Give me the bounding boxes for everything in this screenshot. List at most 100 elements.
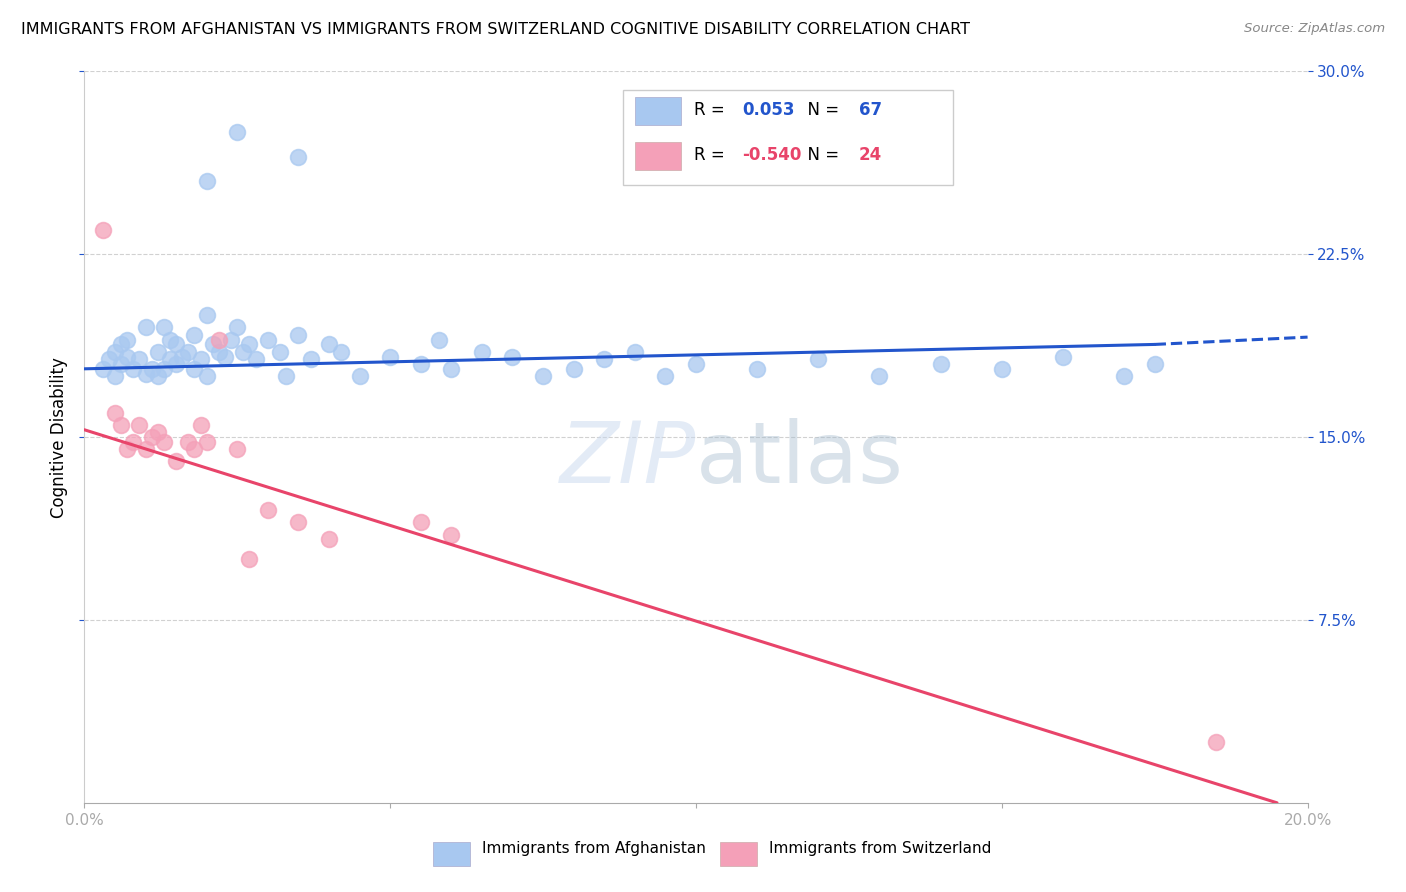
FancyBboxPatch shape bbox=[623, 90, 953, 185]
Point bbox=[440, 527, 463, 541]
Point bbox=[991, 361, 1014, 376]
Text: R =: R = bbox=[693, 146, 730, 164]
Point bbox=[685, 357, 707, 371]
Point bbox=[190, 417, 212, 432]
Point bbox=[208, 333, 231, 347]
Point bbox=[276, 369, 298, 384]
Point bbox=[110, 417, 132, 432]
Point bbox=[201, 337, 224, 351]
Point bbox=[110, 357, 132, 371]
FancyBboxPatch shape bbox=[720, 842, 758, 866]
Point bbox=[747, 361, 769, 376]
Point bbox=[318, 337, 340, 351]
Point bbox=[146, 369, 169, 384]
Point bbox=[159, 333, 181, 347]
Point bbox=[135, 442, 157, 457]
Point bbox=[349, 369, 371, 384]
Point bbox=[115, 350, 138, 364]
Point bbox=[177, 434, 200, 449]
Point bbox=[245, 352, 267, 367]
Point bbox=[165, 357, 187, 371]
Text: Immigrants from Afghanistan: Immigrants from Afghanistan bbox=[482, 841, 706, 856]
Point bbox=[91, 223, 114, 237]
Point bbox=[471, 344, 494, 359]
Point bbox=[128, 352, 150, 367]
Point bbox=[330, 344, 353, 359]
Point bbox=[1205, 735, 1227, 749]
Point bbox=[929, 357, 952, 371]
Point bbox=[97, 352, 120, 367]
Point bbox=[562, 361, 585, 376]
Point bbox=[165, 337, 187, 351]
Point bbox=[159, 352, 181, 367]
Point bbox=[153, 320, 176, 334]
Point bbox=[531, 369, 554, 384]
Point bbox=[440, 361, 463, 376]
Point bbox=[115, 333, 138, 347]
Point bbox=[91, 361, 114, 376]
Text: 67: 67 bbox=[859, 101, 882, 120]
FancyBboxPatch shape bbox=[433, 842, 470, 866]
Point bbox=[226, 442, 249, 457]
Point bbox=[299, 352, 322, 367]
Point bbox=[257, 503, 280, 517]
Point bbox=[807, 352, 830, 367]
Point bbox=[1114, 369, 1136, 384]
Point bbox=[122, 434, 145, 449]
Point bbox=[214, 350, 236, 364]
FancyBboxPatch shape bbox=[636, 97, 682, 125]
Text: 24: 24 bbox=[859, 146, 882, 164]
Point bbox=[287, 150, 309, 164]
Point bbox=[226, 320, 249, 334]
Point bbox=[195, 369, 218, 384]
Point bbox=[135, 320, 157, 334]
Point bbox=[172, 350, 194, 364]
Point bbox=[624, 344, 647, 359]
Point bbox=[232, 344, 254, 359]
Point bbox=[153, 434, 176, 449]
Point bbox=[409, 516, 432, 530]
Text: N =: N = bbox=[797, 101, 845, 120]
Text: Immigrants from Switzerland: Immigrants from Switzerland bbox=[769, 841, 991, 856]
Point bbox=[226, 125, 249, 139]
Point bbox=[409, 357, 432, 371]
Point bbox=[110, 337, 132, 351]
Point bbox=[135, 367, 157, 381]
Point bbox=[869, 369, 891, 384]
Point bbox=[1052, 350, 1074, 364]
Point bbox=[183, 442, 205, 457]
Text: N =: N = bbox=[797, 146, 845, 164]
Point bbox=[502, 350, 524, 364]
Point bbox=[165, 454, 187, 468]
Point bbox=[654, 369, 676, 384]
Point bbox=[195, 308, 218, 322]
Point bbox=[593, 352, 616, 367]
Text: Source: ZipAtlas.com: Source: ZipAtlas.com bbox=[1244, 22, 1385, 36]
Point bbox=[153, 361, 176, 376]
Point bbox=[380, 350, 402, 364]
Point bbox=[128, 417, 150, 432]
Point bbox=[104, 406, 127, 420]
Point bbox=[287, 327, 309, 342]
FancyBboxPatch shape bbox=[636, 143, 682, 170]
Text: -0.540: -0.540 bbox=[742, 146, 801, 164]
Point bbox=[104, 369, 127, 384]
Point bbox=[177, 344, 200, 359]
Point bbox=[219, 333, 242, 347]
Point bbox=[257, 333, 280, 347]
Point bbox=[195, 174, 218, 188]
Point bbox=[208, 344, 231, 359]
Point bbox=[190, 352, 212, 367]
Point bbox=[183, 361, 205, 376]
Text: ZIP: ZIP bbox=[560, 417, 696, 500]
Point bbox=[269, 344, 291, 359]
Point bbox=[104, 344, 127, 359]
Text: 0.053: 0.053 bbox=[742, 101, 794, 120]
Point bbox=[146, 344, 169, 359]
Point bbox=[146, 425, 169, 440]
Point bbox=[238, 552, 260, 566]
Point bbox=[1143, 357, 1166, 371]
Point bbox=[141, 361, 163, 376]
Point bbox=[122, 361, 145, 376]
Point bbox=[287, 516, 309, 530]
